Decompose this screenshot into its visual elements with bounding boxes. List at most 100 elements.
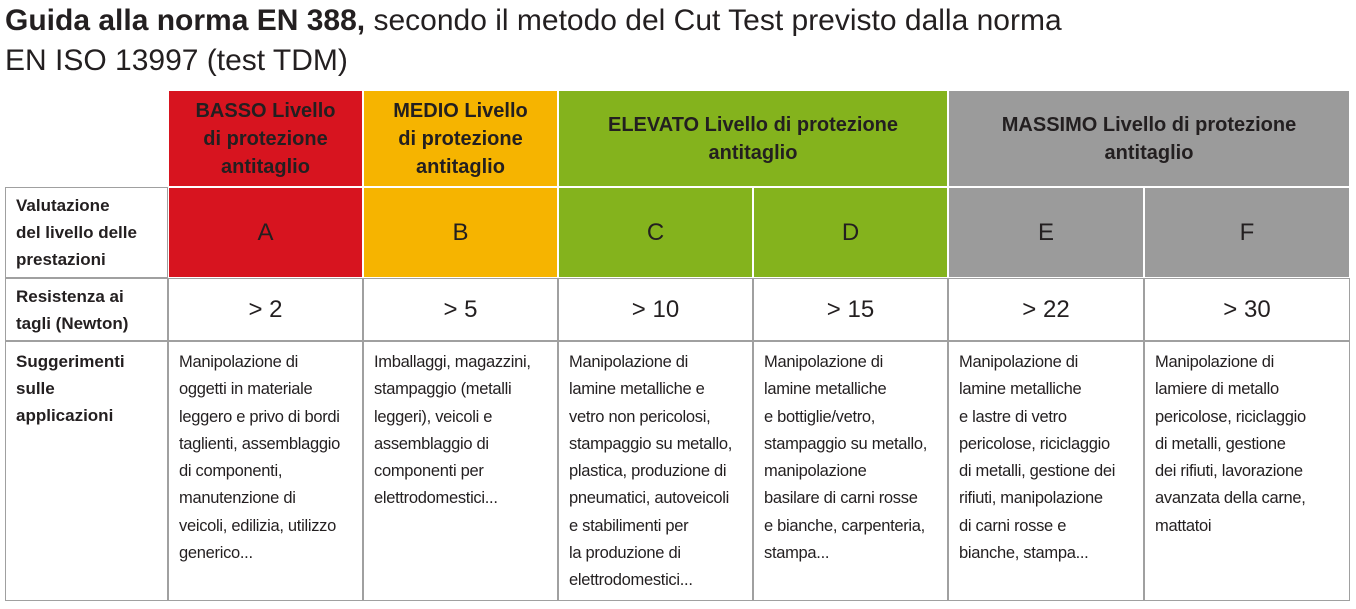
application-line: e bianche, carpenteria,: [764, 516, 925, 535]
level-letter-cell: A: [168, 187, 363, 278]
level-letter: C: [646, 218, 665, 246]
application-line: veicoli, edilizia, utilizzo: [179, 516, 336, 535]
application-line: componenti per: [374, 462, 484, 481]
level-letter: A: [257, 218, 274, 246]
title-rest: EN ISO 13997 (test TDM): [5, 44, 348, 77]
applications-cell: Manipolazione di oggetti in materiale legg…: [168, 341, 363, 601]
resistance-value: > 2: [248, 295, 283, 323]
application-line: plastica, produzione di: [569, 462, 727, 481]
application-line: Manipolazione di: [959, 353, 1079, 371]
resistance-cell: > 10: [558, 278, 753, 341]
application-line: Manipolazione di: [179, 353, 299, 371]
group-label-line: antitaglio: [1104, 141, 1194, 164]
group-label-line: BASSO Livello: [195, 99, 336, 122]
level-letter: B: [452, 218, 469, 246]
resistance-cell: > 2: [168, 278, 363, 341]
application-line: pneumatici, autoveicoli: [569, 489, 730, 508]
resistance-cell: > 22: [948, 278, 1144, 341]
resistance-value: > 30: [1223, 295, 1271, 323]
application-line: di metalli, gestione dei: [959, 462, 1116, 481]
title: EN ISO 13997 (test TDM): [5, 40, 1345, 82]
group-label-line: MASSIMO Livello di protezione: [1001, 113, 1297, 136]
group-label-line: di protezione: [398, 127, 523, 150]
level-letter: D: [841, 218, 860, 246]
group-label-line: antitaglio: [416, 155, 505, 178]
level-letter-cell: E: [948, 187, 1144, 278]
group-label-line: MEDIO Livello: [393, 99, 528, 122]
application-line: bianche, stampa...: [959, 544, 1089, 563]
application-line: lamine metalliche e: [569, 380, 705, 399]
row-label: Resistenza ai tagli (Newton): [5, 278, 168, 341]
group-label-line: ELEVATO Livello di protezione: [607, 113, 899, 136]
row-label-line: Suggerimenti: [16, 352, 125, 371]
application-line: Manipolazione di: [1155, 353, 1275, 371]
application-line: e bottiglie/vetro,: [764, 407, 876, 426]
resistance-value: > 10: [631, 295, 680, 323]
row-label-line: sulle: [16, 379, 55, 398]
resistance-value: > 5: [443, 295, 478, 323]
row-label: Valutazione del livello delle prestazioni: [5, 187, 168, 278]
level-group-header: MASSIMO Livello di protezione antitaglio: [948, 90, 1350, 187]
row-label-line: Resistenza ai: [16, 286, 124, 306]
application-line: manipolazione: [764, 462, 867, 481]
application-line: stampa...: [764, 544, 830, 563]
application-line: vetro non pericolosi,: [569, 407, 711, 426]
application-line: lamine metalliche: [959, 380, 1082, 399]
application-line: lamiere di metallo: [1155, 380, 1279, 399]
applications-cell: Imballaggi, magazzini, stampaggio (metall…: [363, 341, 558, 601]
application-line: stampaggio su metallo,: [569, 434, 733, 453]
application-line: dei rifiuti, lavorazione: [1155, 462, 1303, 481]
row-label: Suggerimenti sulle applicazioni: [5, 341, 168, 601]
application-line: pericolose, riciclaggio: [959, 434, 1110, 453]
application-line: basilare di carni rosse: [764, 489, 918, 508]
application-line: pericolose, riciclaggio: [1155, 407, 1306, 426]
level-letter-cell: C: [558, 187, 753, 278]
resistance-cell: > 5: [363, 278, 558, 341]
application-line: di componenti,: [179, 462, 283, 481]
application-line: stampaggio su metallo,: [764, 434, 928, 453]
application-line: Manipolazione di: [764, 353, 884, 371]
application-line: assemblaggio di: [374, 434, 489, 453]
applications-cell: Manipolazione di lamine metalliche e vetro…: [558, 341, 753, 601]
level-letter-cell: F: [1144, 187, 1350, 278]
row-label-line: Valutazione: [16, 196, 110, 215]
title: Guida alla norma EN 388, secondo il meto…: [5, 0, 1345, 42]
resistance-value: > 15: [826, 295, 875, 323]
level-letter: F: [1239, 218, 1255, 246]
application-line: generico...: [179, 544, 253, 563]
application-line: e stabilimenti per: [569, 516, 689, 535]
level-group-header: ELEVATO Livello di protezione antitaglio: [558, 90, 948, 187]
application-line: di carni rosse e: [959, 516, 1067, 535]
title-bold: Guida alla norma EN 388,: [5, 4, 366, 37]
application-line: taglienti, assemblaggio: [179, 434, 340, 453]
resistance-cell: > 30: [1144, 278, 1350, 341]
group-label-line: di protezione: [203, 127, 328, 150]
application-line: lamine metalliche: [764, 380, 887, 399]
applications-cell: Manipolazione di lamiere di metallo perico…: [1144, 341, 1350, 601]
level-letter-cell: B: [363, 187, 558, 278]
application-line: e lastre di vetro: [959, 407, 1067, 426]
application-line: Manipolazione di: [569, 353, 689, 371]
application-line: manutenzione di: [179, 489, 296, 508]
application-line: leggero e privo di bordi: [179, 407, 340, 426]
application-line: mattatoi: [1155, 516, 1212, 535]
application-line: stampaggio (metalli: [374, 380, 512, 399]
applications-cell: Manipolazione di lamine metalliche e botti…: [753, 341, 948, 601]
applications-cell: Manipolazione di lamine metalliche e lastr…: [948, 341, 1144, 601]
row-label-line: prestazioni: [16, 250, 106, 269]
application-line: Imballaggi, magazzini,: [374, 353, 531, 371]
level-group-header: BASSO Livello di protezione antitaglio: [168, 90, 363, 187]
application-line: avanzata della carne,: [1155, 489, 1306, 508]
resistance-cell: > 15: [753, 278, 948, 341]
row-label-line: tagli (Newton): [16, 313, 129, 333]
application-line: leggeri), veicoli e: [374, 407, 493, 426]
title-rest: secondo il metodo del Cut Test previsto …: [373, 4, 1062, 37]
level-letter: E: [1037, 218, 1054, 246]
level-letter-cell: D: [753, 187, 948, 278]
row-label-line: del livello delle: [16, 223, 137, 242]
application-line: oggetti in materiale: [179, 380, 313, 399]
application-line: elettrodomestici...: [569, 571, 693, 590]
row-label-line: applicazioni: [16, 406, 114, 425]
group-label-line: antitaglio: [708, 141, 798, 164]
